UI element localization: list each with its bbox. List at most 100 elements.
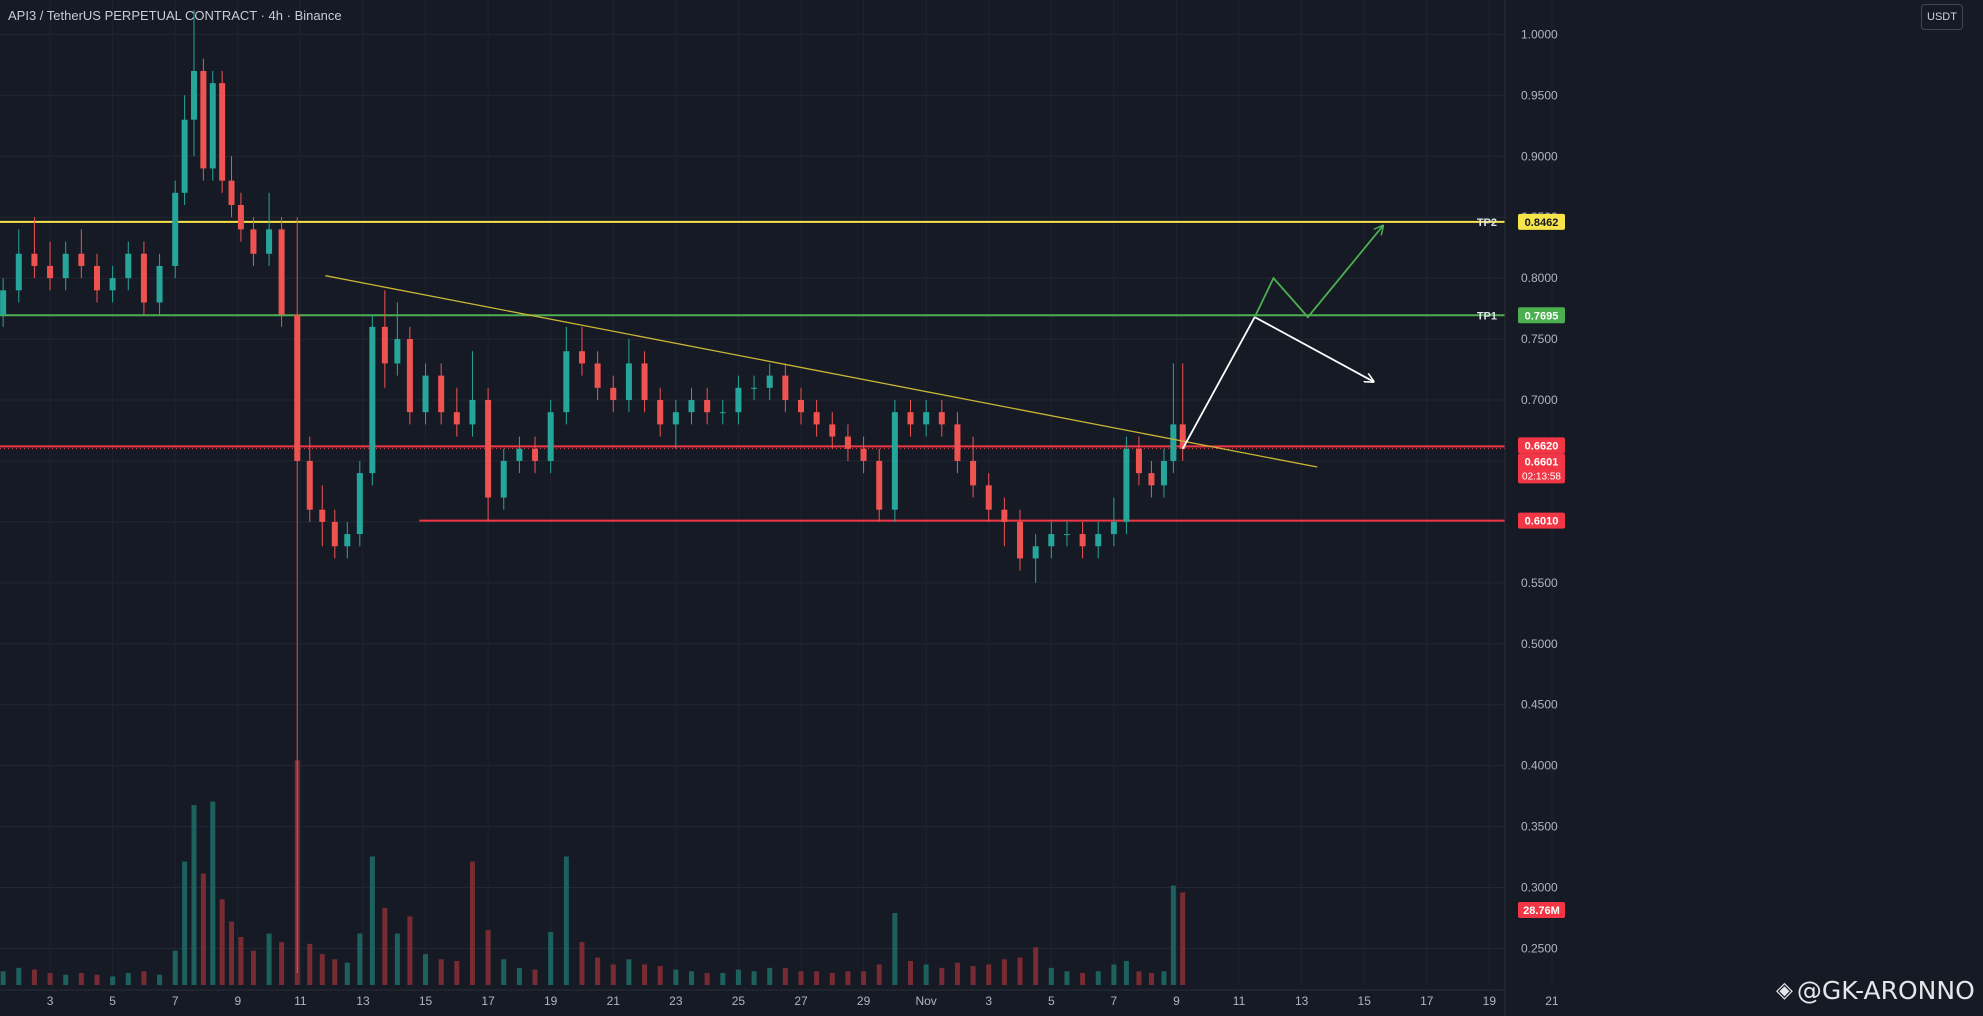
- candle-body: [62, 253, 69, 279]
- candle-body: [641, 363, 648, 400]
- candle-body: [625, 363, 632, 400]
- candle-body: [190, 70, 197, 120]
- candle-body: [228, 180, 235, 205]
- x-tick-label: 13: [1295, 994, 1309, 1008]
- x-tick-label: 5: [1048, 994, 1055, 1008]
- candle-body: [1148, 473, 1155, 486]
- x-tick-label: 3: [985, 994, 992, 1008]
- candle-body: [1160, 460, 1167, 486]
- candle-body: [1079, 534, 1086, 547]
- last-price-badge-text: 0.6601: [1525, 456, 1559, 468]
- candle-body: [1017, 521, 1024, 559]
- y-tick-label: 0.4500: [1521, 698, 1558, 712]
- candle-body: [278, 229, 285, 315]
- candle-body: [140, 253, 147, 303]
- x-tick-label: 21: [607, 994, 621, 1008]
- y-tick-label: 0.8000: [1521, 271, 1558, 285]
- y-tick-label: 0.3500: [1521, 820, 1558, 834]
- volume-bar: [382, 907, 388, 985]
- volume-bar: [1136, 971, 1142, 985]
- volume-bar: [31, 969, 37, 985]
- volume-bar: [110, 976, 116, 985]
- volume-bar: [532, 969, 538, 985]
- candle-body: [31, 253, 38, 266]
- x-tick-label: 5: [109, 994, 116, 1008]
- watermark: ◈ @GK-ARONNO: [1776, 976, 1975, 1005]
- volume-bar: [1148, 973, 1154, 985]
- candle-body: [970, 460, 977, 486]
- drawings[interactable]: [325, 226, 1383, 468]
- candle-body: [109, 278, 116, 291]
- y-tick-label: 0.9500: [1521, 88, 1558, 102]
- candle-body: [331, 521, 338, 547]
- candle-body: [938, 412, 945, 425]
- y-tick-label: 0.7500: [1521, 332, 1558, 346]
- candle-body: [319, 509, 326, 522]
- x-tick-label: 11: [1233, 994, 1246, 1008]
- volume-bar: [1017, 957, 1023, 985]
- candle-body: [356, 473, 363, 535]
- x-tick-label: 25: [732, 994, 746, 1008]
- candle-body: [907, 412, 914, 425]
- candle-body: [782, 375, 789, 400]
- volume-bar: [1095, 971, 1101, 985]
- volume-bar: [751, 971, 757, 985]
- candle-body: [438, 375, 445, 413]
- candle-body: [344, 534, 351, 547]
- volume-bar: [563, 856, 569, 985]
- price-level-lines[interactable]: TP2 TP1: [0, 217, 1505, 522]
- grid: [0, 0, 1553, 985]
- volume-bar: [1123, 961, 1129, 985]
- y-tick-label: 0.9000: [1521, 149, 1558, 163]
- currency-button[interactable]: USDT: [1921, 4, 1963, 30]
- candle-body: [47, 265, 54, 279]
- candle-body: [719, 412, 726, 414]
- volume-bar: [595, 957, 601, 985]
- x-tick-label: 13: [356, 994, 370, 1008]
- tp2-price-badge-text: 0.8462: [1525, 217, 1559, 229]
- volume-bar: [394, 933, 400, 985]
- x-tick-label: 21: [1545, 994, 1559, 1008]
- candle-body: [610, 387, 617, 400]
- volume-bar: [191, 805, 197, 985]
- candle-body: [735, 387, 742, 413]
- candle-body: [1123, 448, 1130, 522]
- level-label: TP1: [1477, 310, 1497, 322]
- candle-body: [125, 253, 132, 279]
- volume-bar: [229, 921, 235, 985]
- candle-body: [250, 229, 257, 254]
- x-tick-label: 11: [294, 994, 307, 1008]
- x-tick-label: 17: [481, 994, 495, 1008]
- volume-bar: [369, 856, 375, 985]
- candle-body: [1063, 534, 1070, 536]
- volume-bar: [782, 967, 788, 985]
- volume-bar: [1033, 947, 1039, 985]
- candle-body: [0, 290, 7, 315]
- candle-body: [469, 400, 476, 425]
- volume-bar: [200, 873, 206, 985]
- x-tick-label: Nov: [915, 994, 936, 1008]
- axes: 1.00000.95000.90000.85000.80000.75000.70…: [0, 0, 1565, 1016]
- candle-body: [453, 412, 460, 425]
- volume-bar: [63, 974, 69, 985]
- volume-bar: [344, 962, 350, 985]
- candle-body: [294, 314, 301, 461]
- x-tick-label: 29: [857, 994, 871, 1008]
- candle-body: [704, 400, 711, 413]
- volume-bar: [279, 942, 285, 985]
- candle-body: [532, 448, 539, 461]
- volume-bar: [210, 801, 216, 985]
- binance-logo-icon: ◈: [1776, 978, 1793, 1003]
- volume-bar: [954, 962, 960, 985]
- candle-body: [1135, 448, 1142, 474]
- volume-bar: [172, 950, 178, 985]
- volume-bar: [1048, 967, 1054, 985]
- candle-body: [563, 351, 570, 413]
- candle-body: [954, 424, 961, 461]
- x-tick-label: 3: [47, 994, 54, 1008]
- volume-bar: [829, 973, 835, 985]
- candles: [0, 10, 1186, 973]
- watermark-text: @GK-ARONNO: [1796, 976, 1975, 1005]
- volume-bar: [332, 959, 338, 985]
